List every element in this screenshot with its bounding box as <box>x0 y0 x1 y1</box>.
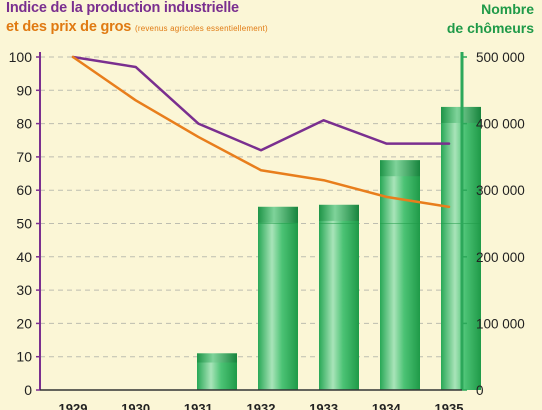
left-tick-80: 80 <box>16 116 32 132</box>
x-tick-1930: 1930 <box>121 401 150 410</box>
right-title: Nombre de chômeurs <box>447 0 534 38</box>
right-tick-500000: 500 000 <box>476 50 525 65</box>
x-tick-1932: 1932 <box>247 401 276 410</box>
right-tick-300000: 300 000 <box>476 183 525 198</box>
bar-1934 <box>380 160 420 390</box>
left-tick-0: 0 <box>24 382 32 398</box>
left-tick-20: 20 <box>16 315 32 331</box>
axes-layer <box>39 52 464 391</box>
right-tick-0: 0 <box>476 383 484 398</box>
left-tick-10: 10 <box>16 349 32 365</box>
x-tick-1934: 1934 <box>372 401 402 410</box>
right-tick-100000: 100 000 <box>476 316 525 331</box>
left-tick-90: 90 <box>16 82 32 98</box>
right-title-line1: Nombre <box>481 1 534 17</box>
right-tick-200000: 200 000 <box>476 250 525 265</box>
left-tick-40: 40 <box>16 249 32 265</box>
bar-1931 <box>197 353 237 390</box>
left-tick-30: 30 <box>16 282 32 298</box>
left-title-note: (revenus agricoles essentiellement) <box>134 24 268 33</box>
ticks-layer: 0 10 20 30 40 50 60 70 80 90 100 0 100 000 200 000 300… <box>9 49 525 410</box>
bar-1933 <box>319 204 359 390</box>
left-title-line2-main: et des prix de gros <box>6 19 132 35</box>
production-line <box>71 55 451 152</box>
bars-layer <box>197 106 481 390</box>
left-tick-60: 60 <box>16 182 32 198</box>
bar-1932 <box>258 206 298 390</box>
left-tick-50: 50 <box>16 216 32 232</box>
left-title-line1: Indice de la production industrielle <box>6 0 239 16</box>
left-tick-70: 70 <box>16 149 32 165</box>
right-tick-400000: 400 000 <box>476 117 525 132</box>
x-tick-1929: 1929 <box>59 401 88 410</box>
x-tick-1935: 1935 <box>435 401 464 410</box>
prix-de-gros-line <box>71 55 451 209</box>
x-tick-1933: 1933 <box>309 401 338 410</box>
left-tick-100: 100 <box>9 49 33 65</box>
right-title-line2: de chômeurs <box>446 20 534 36</box>
left-title-line2: et des prix de gros (revenus agricoles e… <box>6 19 268 35</box>
x-tick-1931: 1931 <box>184 401 213 410</box>
lines-layer <box>71 55 451 209</box>
